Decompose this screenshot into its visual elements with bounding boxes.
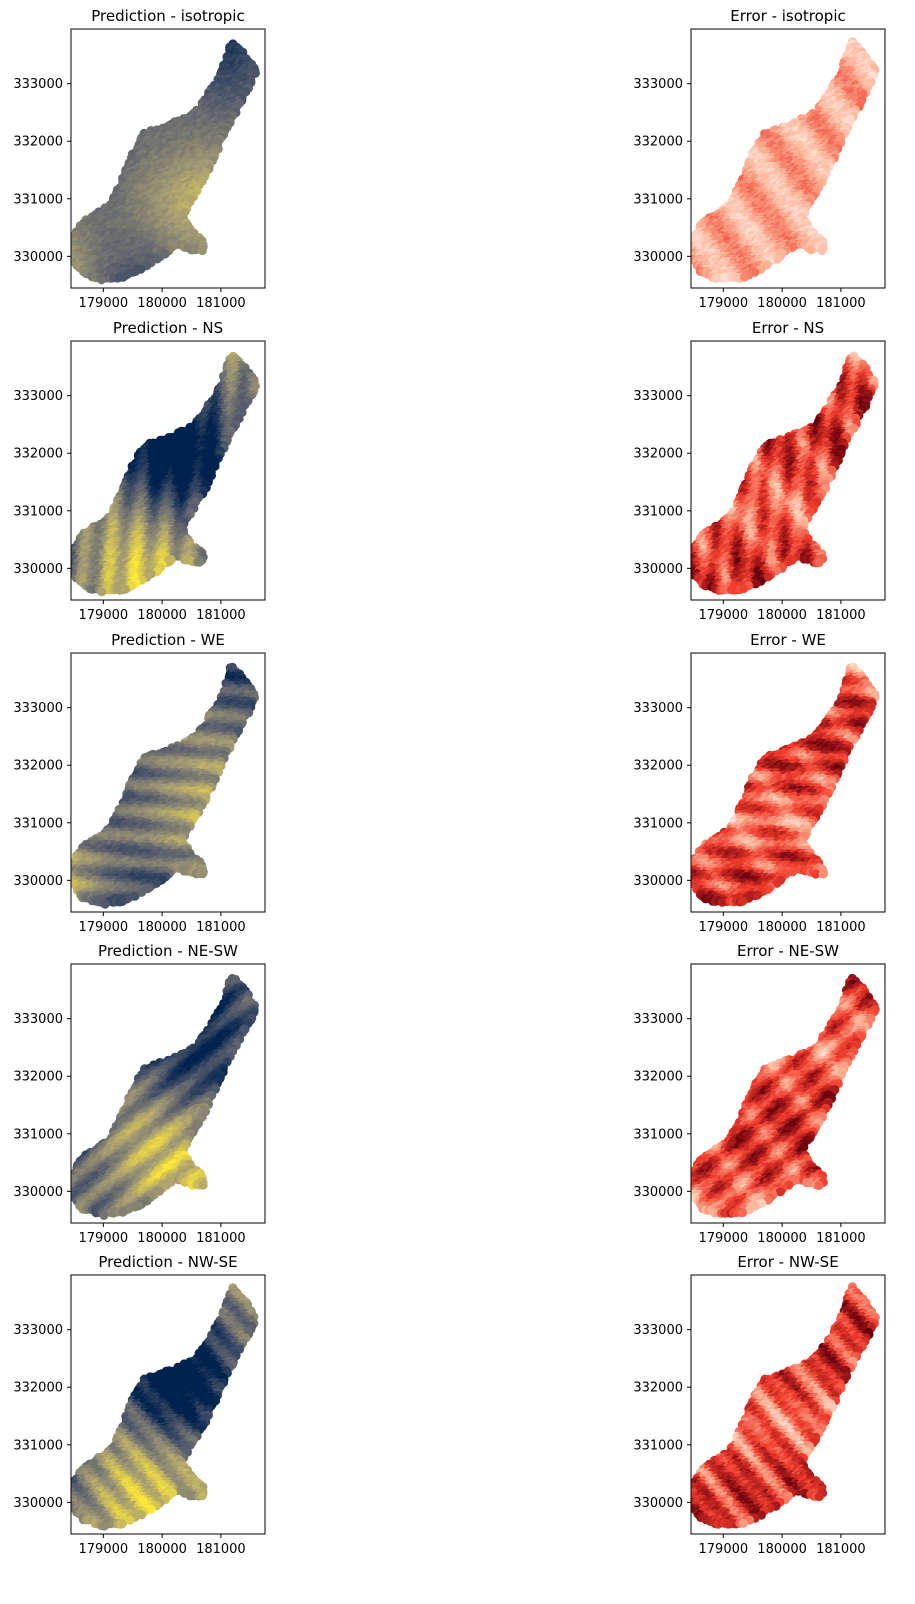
data-point xyxy=(772,254,783,264)
prediction-isotropic-axes-frame xyxy=(70,28,266,289)
data-point xyxy=(97,275,107,285)
x-tick-label: 179000 xyxy=(79,296,129,311)
y-tick-label: 332000 xyxy=(633,135,683,150)
y-tick-label: 330000 xyxy=(13,250,63,265)
y-tick-label: 333000 xyxy=(13,77,63,92)
x-tick-label: 179000 xyxy=(699,296,749,311)
x-tick-label: 180000 xyxy=(137,296,187,311)
data-point xyxy=(740,272,750,282)
x-tick-label: 180000 xyxy=(757,296,807,311)
prediction-isotropic-points xyxy=(71,39,260,285)
data-point xyxy=(118,272,128,282)
x-tick-label: 181000 xyxy=(816,296,866,311)
y-tick-label: 330000 xyxy=(633,250,683,265)
data-point xyxy=(806,245,816,255)
data-point xyxy=(131,266,141,276)
error-isotropic-panel: Error - isotropic 179000 180000 181000 33000… xyxy=(633,7,886,311)
error-isotropic-points xyxy=(691,37,880,283)
y-tick-label: 331000 xyxy=(13,192,63,207)
data-point xyxy=(197,245,207,256)
x-tick-label: 181000 xyxy=(196,296,246,311)
prediction-isotropic-panel: Prediction - isotropic 179000 180000 181000… xyxy=(13,7,266,311)
data-point xyxy=(817,245,827,255)
y-tick-label: 331000 xyxy=(633,192,683,207)
error-isotropic-title: Error - isotropic xyxy=(730,7,846,25)
y-tick-label: 333000 xyxy=(633,77,683,92)
error-isotropic-axes-frame xyxy=(690,28,886,289)
prediction-ns-points xyxy=(71,351,260,597)
y-tick-label: 332000 xyxy=(13,135,63,150)
prediction-isotropic-title: Prediction - isotropic xyxy=(91,7,244,25)
